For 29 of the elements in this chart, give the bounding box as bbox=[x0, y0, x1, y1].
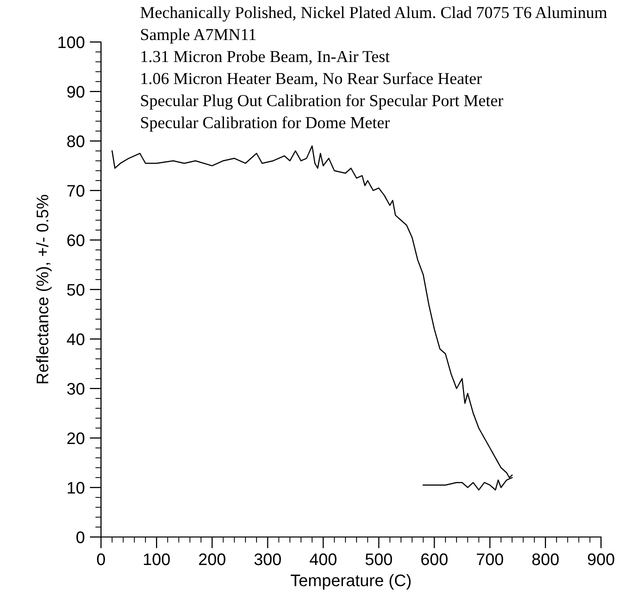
x-tick-label: 0 bbox=[97, 553, 105, 566]
x-tick-label: 500 bbox=[366, 553, 392, 566]
y-tick-label: 90 bbox=[67, 86, 84, 98]
y-axis-title: Reflectance (%), +/- 0.5% bbox=[36, 194, 52, 384]
text: Mechanically Polished, Nickel Plated Alum. Clad 7075 T6 Aluminum bbox=[140, 6, 607, 22]
y-tick-label: 0 bbox=[76, 531, 84, 544]
y-tick-label: 50 bbox=[67, 284, 84, 296]
y-tick-label: 100 bbox=[58, 36, 84, 48]
x-tick-label: 400 bbox=[310, 553, 336, 566]
y-tick-label: 20 bbox=[67, 432, 84, 444]
y-tick-label: 40 bbox=[66, 333, 84, 346]
x-axis-title: Temperature (C) bbox=[290, 574, 411, 590]
annotation: 1.31 Micron Probe Beam, In-Air Test bbox=[141, 50, 390, 65]
annotation: Specular Plug Out Calibration for Specular Port Meter bbox=[141, 94, 504, 110]
x-tick-label: 100 bbox=[144, 553, 170, 566]
x-tick-label: 300 bbox=[254, 553, 281, 566]
y-tick-label: 70 bbox=[67, 184, 84, 197]
y-tick-label: 60 bbox=[67, 234, 84, 246]
x-tick-label: 200 bbox=[199, 553, 226, 566]
annotation: 1.06 Micron Heater Beam, No Rear Surface Heater bbox=[141, 72, 482, 87]
x-tick-label: 900 bbox=[588, 553, 614, 566]
annotation: Specular Calibration for Dome Meter bbox=[141, 116, 390, 132]
x-tick-label: 800 bbox=[532, 553, 559, 566]
y-tick-label: 10 bbox=[68, 482, 84, 494]
y-tick-label: 30 bbox=[67, 382, 84, 395]
y-tick-label: 80 bbox=[67, 135, 84, 148]
annotation: Sample A7MN11 bbox=[141, 28, 256, 44]
x-tick-label: 600 bbox=[421, 553, 448, 566]
x-tick-label: 700 bbox=[476, 553, 504, 566]
